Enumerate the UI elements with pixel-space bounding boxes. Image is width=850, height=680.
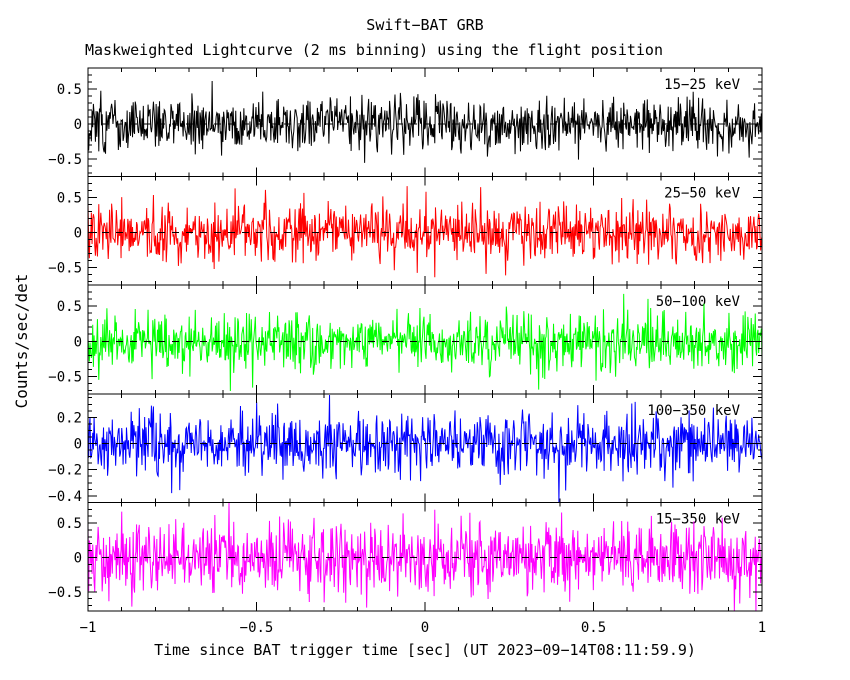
y-tick-label: −0.5 bbox=[48, 261, 82, 277]
y-tick-label: 0 bbox=[74, 117, 82, 133]
y-tick-label: 0 bbox=[74, 437, 82, 453]
noise-trace bbox=[87, 293, 763, 392]
x-tick-label: 0 bbox=[421, 620, 429, 636]
y-tick-label: 0 bbox=[74, 550, 82, 566]
band-label: 50−100 keV bbox=[656, 294, 741, 310]
noise-trace bbox=[87, 80, 763, 163]
y-tick-label: −0.5 bbox=[48, 369, 82, 385]
x-axis-title: Time since BAT trigger time [sec] (UT 20… bbox=[154, 641, 696, 659]
x-tick-label: 0.5 bbox=[581, 620, 606, 636]
y-tick-label: 0 bbox=[74, 334, 82, 350]
noise-trace bbox=[87, 186, 763, 278]
x-tick-label: −0.5 bbox=[240, 620, 274, 636]
band-label: 100−350 keV bbox=[647, 403, 740, 419]
y-tick-label: 0.5 bbox=[57, 82, 82, 98]
plot-subtitle: Maskweighted Lightcurve (2 ms binning) u… bbox=[85, 41, 663, 59]
noise-trace bbox=[87, 502, 763, 612]
noise-trace bbox=[87, 395, 763, 503]
y-tick-label: 0.2 bbox=[57, 410, 82, 426]
y-tick-label: 0.5 bbox=[57, 191, 82, 207]
y-tick-label: −0.2 bbox=[48, 463, 82, 479]
y-tick-label: −0.4 bbox=[48, 489, 82, 505]
band-label: 15−25 keV bbox=[664, 77, 740, 93]
band-label: 15−350 keV bbox=[656, 511, 741, 527]
y-tick-label: 0 bbox=[74, 226, 82, 242]
band-label: 25−50 keV bbox=[664, 186, 740, 202]
y-tick-label: 0.5 bbox=[57, 516, 82, 532]
x-tick-label: 1 bbox=[758, 620, 766, 636]
y-tick-label: −0.5 bbox=[48, 585, 82, 601]
plot-title: Swift−BAT GRB bbox=[366, 16, 484, 34]
x-tick-label: −1 bbox=[80, 620, 97, 636]
y-tick-label: −0.5 bbox=[48, 152, 82, 168]
y-tick-label: 0.5 bbox=[57, 299, 82, 315]
